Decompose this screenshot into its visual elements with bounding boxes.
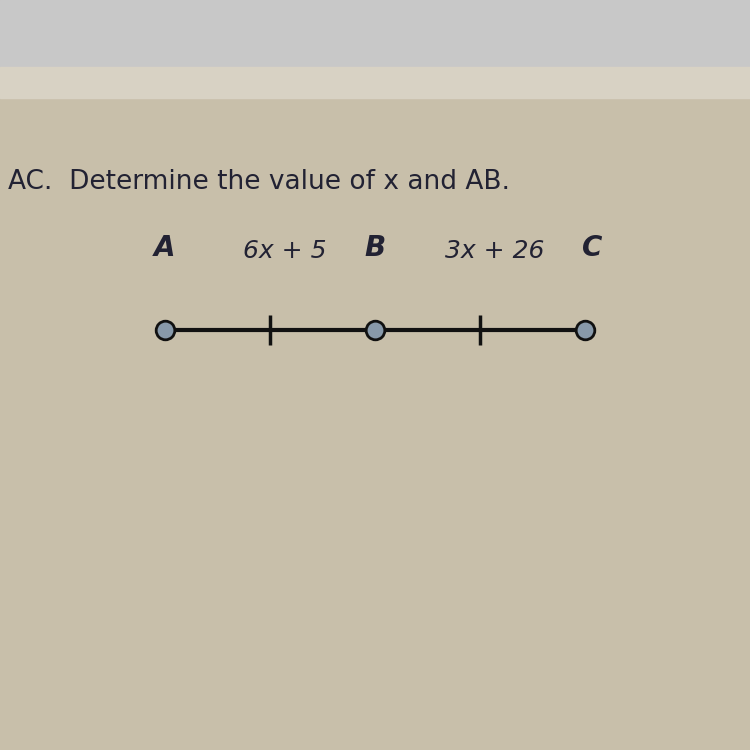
Bar xyxy=(0,68,750,98)
Text: A: A xyxy=(154,235,176,262)
Point xyxy=(369,324,381,336)
Text: AC.  Determine the value of x and AB.: AC. Determine the value of x and AB. xyxy=(8,169,509,195)
Text: C: C xyxy=(582,235,603,262)
Text: 6x + 5: 6x + 5 xyxy=(243,238,327,262)
Text: B: B xyxy=(364,235,386,262)
Point xyxy=(159,324,171,336)
Text: 3x + 26: 3x + 26 xyxy=(446,238,544,262)
Bar xyxy=(0,0,750,75)
Point xyxy=(579,324,591,336)
